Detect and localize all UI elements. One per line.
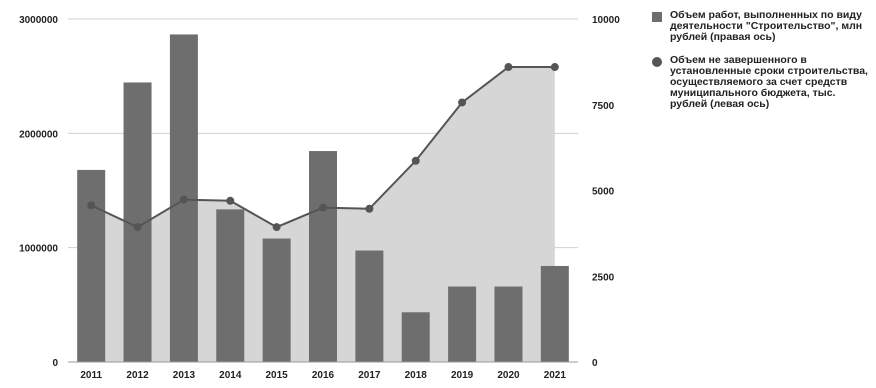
- x-tick-label: 2013: [173, 370, 196, 381]
- bar-2021: [540, 265, 569, 362]
- bar-2017: [355, 250, 384, 362]
- line-point-2012: [133, 223, 142, 232]
- legend-square-icon: [652, 12, 662, 22]
- axis-labels: 0 1000000 2000000 3000000 0 2500 5000 7500 10000…: [19, 15, 620, 381]
- left-tick-label: 3000000: [19, 15, 58, 26]
- bar-2019: [448, 286, 477, 362]
- x-tick-label: 2015: [266, 370, 289, 381]
- bar-layer: [77, 34, 569, 363]
- legend-label-bars: Объем работ, выполненных по виду деятель…: [670, 9, 863, 43]
- bar-2018: [401, 312, 430, 362]
- legend-item-bars: Объем работ, выполненных по виду деятель…: [652, 10, 874, 43]
- line-point-2016: [319, 203, 327, 212]
- x-tick-label: 2020: [497, 370, 520, 381]
- line-point-2019: [458, 98, 467, 107]
- line-point-2017: [365, 204, 374, 213]
- line-point-2014: [226, 196, 235, 205]
- line-layer: [87, 63, 559, 232]
- line-point-2015: [272, 223, 281, 232]
- right-tick-label: 10000: [592, 15, 620, 26]
- x-tick-label: 2011: [80, 370, 102, 381]
- legend-label-line: Объем не завершенного в установленные ср…: [670, 54, 868, 110]
- x-tick-label: 2016: [312, 370, 335, 381]
- x-tick-label: 2014: [219, 370, 242, 381]
- line-point-2011: [87, 201, 96, 210]
- right-tick-label: 7500: [592, 101, 615, 112]
- left-tick-label: 0: [52, 358, 58, 369]
- left-tick-label: 1000000: [19, 244, 58, 255]
- x-tick-label: 2021: [544, 370, 567, 381]
- line-point-2020: [504, 63, 513, 72]
- left-tick-label: 2000000: [19, 129, 58, 140]
- legend-circle-icon: [652, 57, 662, 67]
- legend-item-line: Объем не завершенного в установленные ср…: [652, 55, 874, 110]
- right-tick-label: 5000: [592, 187, 615, 198]
- bar-2020: [494, 286, 523, 362]
- x-tick-label: 2012: [126, 370, 149, 381]
- line-point-2013: [179, 195, 188, 204]
- right-tick-label: 2500: [592, 272, 615, 283]
- line-point-2021: [550, 63, 559, 72]
- bar-2011: [77, 169, 106, 362]
- bar-2014: [216, 209, 245, 362]
- x-tick-label: 2019: [451, 370, 474, 381]
- bar-2016: [309, 151, 337, 362]
- bar-2015: [262, 238, 291, 362]
- right-tick-label: 0: [592, 358, 598, 369]
- legend: Объем работ, выполненных по виду деятель…: [652, 10, 874, 122]
- line-point-2018: [411, 156, 420, 165]
- x-tick-label: 2017: [358, 370, 381, 381]
- x-tick-label: 2018: [405, 370, 428, 381]
